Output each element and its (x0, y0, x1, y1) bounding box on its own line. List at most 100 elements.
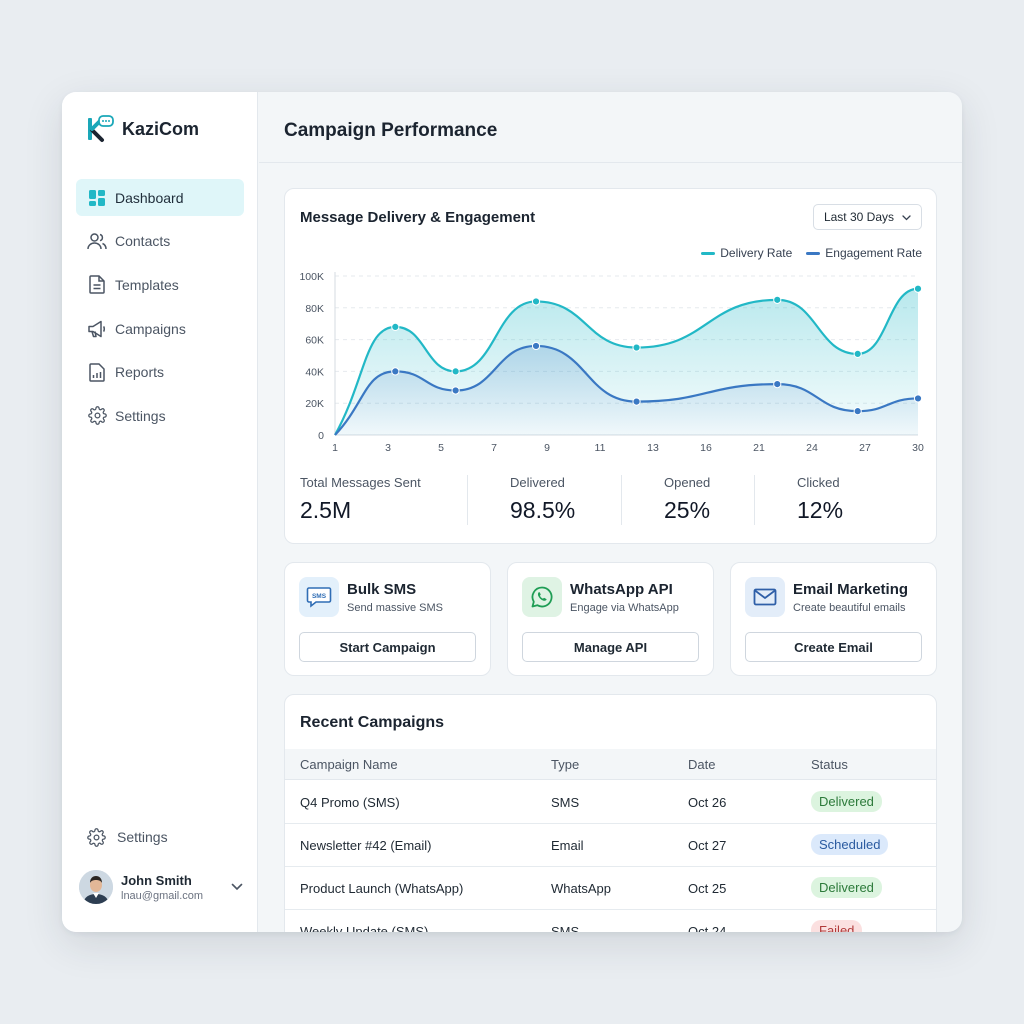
service-subtitle: Create beautiful emails (793, 602, 906, 614)
data-point (391, 322, 400, 331)
cell-date: Oct 25 (688, 881, 727, 896)
stat-opened: Opened 25% (664, 475, 710, 524)
create-email-button[interactable]: Create Email (745, 632, 922, 662)
start-campaign-button[interactable]: Start Campaign (299, 632, 476, 662)
cell-campaign-name: Product Launch (WhatsApp) (300, 881, 464, 896)
cell-date: Oct 26 (688, 795, 727, 810)
series-area (335, 345, 918, 435)
legend-item-delivery: Delivery Rate (701, 246, 792, 260)
sidebar-item-settings[interactable]: Settings (76, 397, 244, 434)
service-card-bulk-sms: SMS Bulk SMS Send massive SMS Start Camp… (284, 562, 491, 676)
stat-clicked: Clicked 12% (797, 475, 843, 524)
data-point (451, 386, 460, 395)
envelope-icon (745, 577, 785, 617)
status-badge: Delivered (811, 791, 882, 812)
table-header: Campaign Name Type Date Status (285, 749, 936, 780)
sidebar-item-label: Templates (115, 276, 179, 293)
table-row[interactable]: Weekly Update (SMS) SMS Oct 24 Failed (285, 910, 936, 932)
brand-name: KaziCom (122, 118, 200, 139)
data-point (913, 394, 923, 403)
legend-label: Engagement Rate (825, 246, 922, 260)
stat-divider (621, 475, 622, 525)
data-point (773, 380, 782, 389)
user-info: John Smith lnau@gmail.com (121, 873, 203, 902)
stat-divider (754, 475, 755, 525)
service-title: Bulk SMS (347, 581, 417, 598)
x-tick-label: 5 (438, 442, 444, 454)
x-tick-label: 11 (595, 442, 606, 454)
x-tick-label: 21 (753, 442, 765, 454)
sms-icon-text: SMS (312, 593, 327, 600)
y-tick-label: 0 (318, 430, 324, 442)
app-window: KaziCom Dashboard Contacts Templates (62, 92, 962, 932)
user-menu[interactable]: John Smith lnau@gmail.com (79, 870, 243, 904)
cell-campaign-name: Weekly Update (SMS) (300, 924, 429, 932)
x-tick-label: 16 (700, 442, 712, 454)
users-icon (87, 231, 107, 251)
service-title: Email Marketing (793, 581, 909, 598)
y-tick-label: 80K (305, 303, 324, 315)
stat-value: 98.5% (510, 497, 576, 523)
column-header-name[interactable]: Campaign Name (300, 757, 398, 772)
k-chat-logo-icon (86, 114, 116, 144)
x-tick-label: 30 (912, 442, 924, 454)
grid-icon (87, 188, 107, 208)
chevron-down-icon (902, 210, 911, 224)
sidebar-item-contacts[interactable]: Contacts (76, 223, 244, 260)
sidebar-item-templates[interactable]: Templates (76, 266, 244, 303)
y-tick-label: 40K (305, 366, 324, 378)
sidebar-item-reports[interactable]: Reports (76, 354, 244, 391)
stat-value: 12% (797, 497, 844, 523)
sidebar-nav: Dashboard Contacts Templates Campaigns (76, 179, 244, 441)
gear-icon (87, 406, 107, 426)
service-card-email: Email Marketing Create beautiful emails … (730, 562, 937, 676)
stat-value: 25% (664, 497, 711, 523)
data-point (853, 407, 862, 416)
status-badge: Scheduled (811, 834, 889, 855)
sidebar-bottom-settings[interactable]: Settings (86, 827, 168, 847)
table-row[interactable]: Newsletter #42 (Email) Email Oct 27 Sche… (285, 824, 936, 867)
cell-campaign-name: Newsletter #42 (Email) (300, 838, 432, 853)
stat-delivered: Delivered 98.5% (510, 475, 575, 524)
legend-swatch (701, 251, 716, 255)
y-tick-label: 60K (305, 335, 324, 347)
x-tick-label: 3 (385, 442, 391, 454)
table-row[interactable]: Product Launch (WhatsApp) WhatsApp Oct 2… (285, 867, 936, 910)
data-point (531, 341, 541, 351)
sidebar-item-dashboard[interactable]: Dashboard (76, 179, 244, 216)
x-tick-label: 27 (859, 442, 871, 454)
sidebar: KaziCom Dashboard Contacts Templates (62, 92, 258, 932)
document-icon (87, 275, 107, 295)
data-point (632, 397, 641, 406)
data-point (853, 349, 862, 359)
cell-campaign-name: Q4 Promo (SMS) (300, 795, 400, 810)
stats-row: Total Messages Sent 2.5M Delivered 98.5%… (285, 469, 938, 535)
table-title: Recent Campaigns (300, 714, 445, 731)
whatsapp-icon (522, 577, 562, 617)
data-point (773, 295, 782, 304)
brand[interactable]: KaziCom (86, 114, 199, 144)
y-tick-label: 100K (299, 271, 324, 283)
sidebar-item-label: Reports (115, 364, 165, 381)
column-header-date[interactable]: Date (688, 757, 716, 772)
table-row[interactable]: Q4 Promo (SMS) SMS Oct 26 Delivered (285, 781, 936, 824)
date-range-select[interactable]: Last 30 Days (812, 204, 922, 230)
x-tick-label: 1 (332, 442, 338, 454)
manage-api-button[interactable]: Manage API (522, 632, 699, 662)
x-tick-label: 9 (544, 442, 550, 454)
stat-value: 2.5M (300, 497, 352, 523)
data-point (913, 284, 923, 293)
sidebar-bottom-settings-label: Settings (117, 829, 168, 845)
data-point (531, 297, 541, 306)
chevron-down-icon[interactable] (231, 878, 243, 896)
service-subtitle: Send massive SMS (347, 602, 443, 614)
cell-type: SMS (551, 795, 580, 810)
stat-label: Opened (664, 475, 711, 490)
megaphone-icon (87, 319, 107, 339)
status-badge: Delivered (811, 877, 882, 898)
column-header-type[interactable]: Type (551, 757, 580, 772)
x-tick-label: 13 (647, 442, 659, 454)
sidebar-item-label: Contacts (115, 233, 171, 250)
column-header-status[interactable]: Status (811, 757, 848, 772)
sidebar-item-campaigns[interactable]: Campaigns (76, 310, 244, 347)
